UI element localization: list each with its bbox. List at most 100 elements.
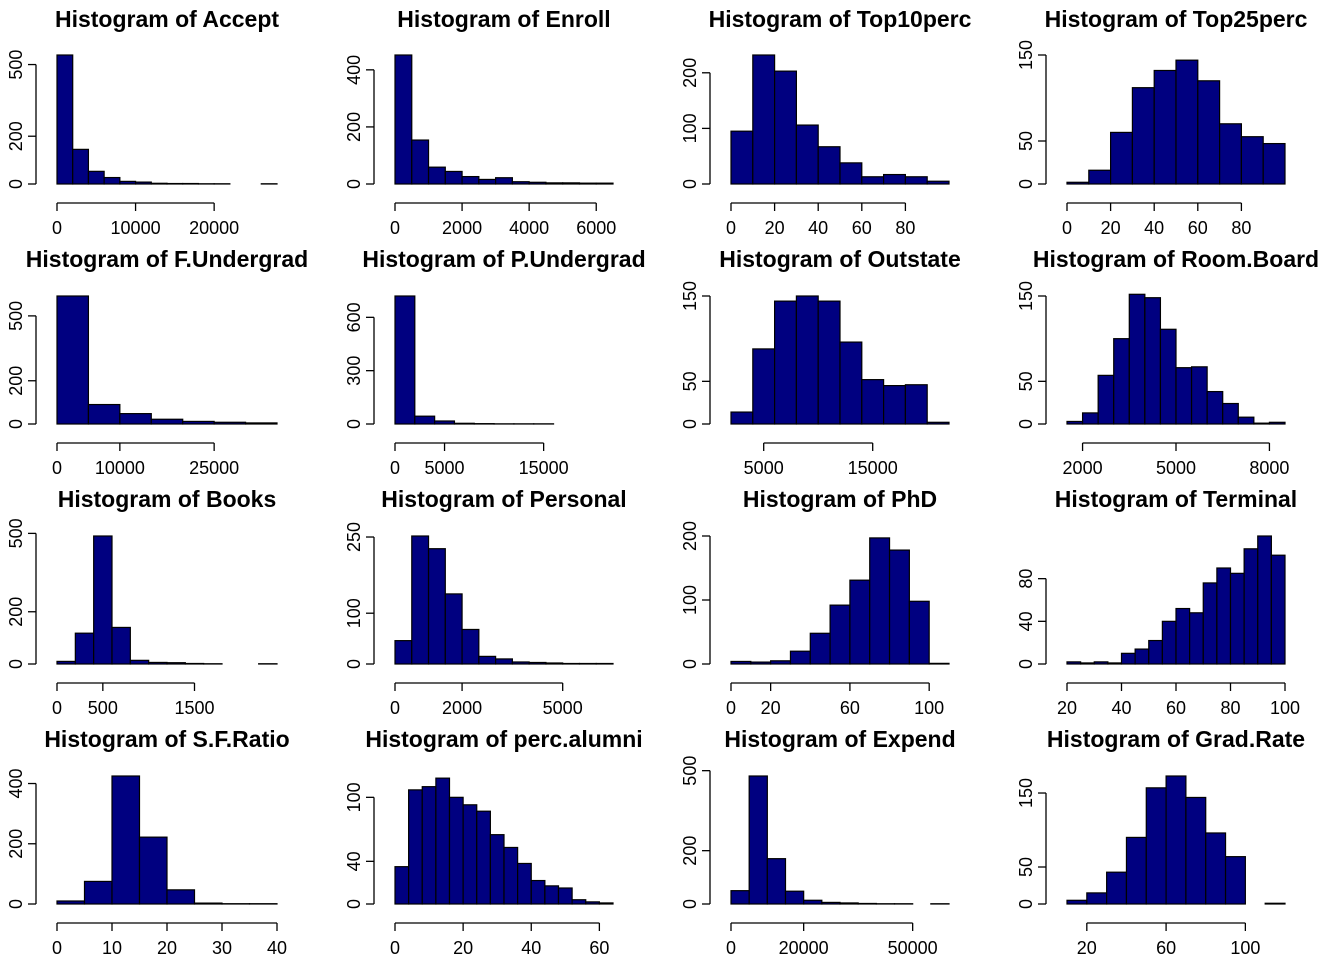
histogram-bar	[528, 181, 547, 185]
histogram-bar	[150, 418, 184, 425]
histogram-bar	[427, 548, 446, 665]
y-tick-label: 150	[680, 281, 700, 311]
chart-title: Histogram of Grad.Rate	[1047, 726, 1305, 752]
histogram-bar	[562, 662, 581, 665]
y-tick-label: 0	[344, 899, 364, 909]
histogram-panel-accept: Histogram of Accept 0 10000 20000 0 200 500	[6, 6, 279, 238]
y-tick-label: 500	[6, 50, 26, 80]
histogram-bar	[448, 796, 464, 905]
histogram-bar	[461, 628, 480, 665]
y-tick-label: 500	[680, 756, 700, 786]
histogram-panel-top10perc: Histogram of Top10perc 0 20 40 60 80 0 100 200	[680, 6, 972, 238]
histogram-bar	[557, 887, 573, 905]
histogram-panel-personal: Histogram of Personal 0 2000 5000 0 100 250	[344, 486, 627, 718]
y-tick-label: 0	[6, 179, 26, 189]
histogram-bar	[1218, 123, 1242, 185]
x-tick-label: 100	[1270, 698, 1300, 718]
chart-title: Histogram of Personal	[381, 486, 626, 512]
x-tick-label: 0	[52, 698, 62, 718]
histogram-bar	[478, 178, 497, 185]
histogram-bar	[495, 177, 513, 185]
x-tick-label: 2000	[442, 698, 482, 718]
histogram-bar	[817, 146, 841, 185]
histogram-bar	[148, 661, 168, 665]
histogram-bar	[213, 421, 247, 425]
y-tick-label: 0	[1016, 419, 1036, 429]
y-tick-label: 100	[344, 782, 364, 812]
histogram-bar	[1175, 367, 1193, 425]
histogram-bar	[882, 173, 906, 185]
x-tick-label: 40	[1144, 218, 1164, 238]
x-tick-label: 5000	[744, 458, 784, 478]
histogram-panel-books: Histogram of Books 0 500 1500 0 200 500	[6, 486, 278, 718]
histogram-bar	[1270, 554, 1286, 665]
x-tick-label: 80	[1220, 698, 1240, 718]
x-tick-label: 15000	[848, 458, 898, 478]
histogram-bar	[394, 640, 413, 665]
histogram-bar	[528, 661, 547, 665]
histogram-bar	[129, 659, 150, 665]
x-tick-label: 1500	[174, 698, 214, 718]
chart-title: Histogram of PhD	[743, 486, 937, 512]
histogram-bar	[585, 901, 600, 905]
x-tick-label: 100	[914, 698, 944, 718]
x-tick-label: 6000	[576, 218, 616, 238]
chart-title: Histogram of Books	[58, 486, 277, 512]
chart-title: Histogram of Terminal	[1055, 486, 1297, 512]
histogram-panel-f-undergrad: Histogram of F.Undergrad 0 10000 25000 0 200 5…	[6, 246, 308, 478]
y-tick-label: 100	[344, 598, 364, 628]
histogram-bar	[1237, 416, 1255, 425]
y-tick-label: 400	[6, 769, 26, 799]
y-tick-label: 200	[6, 121, 26, 151]
histogram-bar	[803, 899, 823, 905]
histogram-bar	[544, 885, 560, 905]
x-tick-label: 60	[1166, 698, 1186, 718]
y-tick-label: 600	[344, 302, 364, 332]
x-tick-label: 80	[1231, 218, 1251, 238]
histogram-bar	[926, 421, 950, 425]
y-tick-label: 100	[680, 113, 700, 143]
y-tick-label: 150	[1016, 778, 1036, 808]
y-tick-label: 40	[344, 851, 364, 871]
histogram-bar	[1097, 374, 1115, 425]
y-tick-label: 50	[1016, 371, 1036, 391]
histogram-bar	[730, 660, 752, 665]
histogram-bar	[1131, 87, 1155, 185]
x-tick-label: 0	[52, 938, 62, 958]
histogram-bar	[182, 420, 215, 425]
y-tick-label: 400	[344, 55, 364, 85]
histogram-bar	[839, 902, 859, 905]
histogram-panel-grad-rate: Histogram of Grad.Rate 20 60 100 0 50 150	[1016, 726, 1305, 958]
y-tick-label: 50	[680, 371, 700, 391]
histogram-bar	[829, 604, 851, 665]
histogram-bar	[1216, 567, 1232, 665]
histogram-bar	[1268, 421, 1286, 425]
chart-title: Histogram of Top10perc	[709, 6, 972, 32]
histogram-panel-expend: Histogram of Expend 0 20000 50000 0 200 500	[680, 726, 956, 958]
histogram-bar	[752, 348, 776, 425]
y-tick-label: 200	[6, 366, 26, 396]
histogram-bar	[1093, 661, 1109, 665]
histogram-bar	[461, 175, 480, 185]
x-tick-label: 0	[52, 218, 62, 238]
chart-title: Histogram of P.Undergrad	[362, 246, 645, 272]
histogram-bar	[103, 176, 121, 185]
y-tick-label: 0	[680, 179, 700, 189]
histogram-bar	[730, 411, 754, 425]
histogram-bar	[503, 846, 519, 905]
histogram-bar	[1262, 142, 1286, 185]
y-tick-label: 0	[680, 659, 700, 669]
y-tick-label: 50	[1016, 131, 1036, 151]
x-tick-label: 60	[1188, 218, 1208, 238]
histogram-bar	[1159, 328, 1177, 425]
histogram-bar	[1066, 899, 1088, 905]
x-tick-label: 10000	[111, 218, 161, 238]
histogram-bar	[1175, 59, 1199, 185]
histogram-bar	[1161, 620, 1177, 665]
histogram-bar	[1206, 390, 1224, 425]
histogram-bar	[752, 54, 776, 185]
histogram-bar	[411, 535, 430, 665]
histogram-bar	[795, 295, 819, 425]
histogram-bar	[562, 182, 581, 185]
x-tick-label: 20	[453, 938, 473, 958]
